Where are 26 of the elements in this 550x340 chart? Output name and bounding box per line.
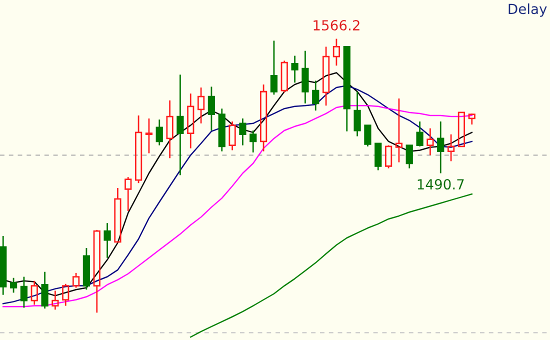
candlestick bbox=[395, 98, 403, 163]
candlestick bbox=[197, 86, 205, 124]
candlestick bbox=[156, 118, 163, 146]
annotation: 1490.7 bbox=[418, 179, 464, 190]
candlestick bbox=[166, 100, 174, 159]
candlestick bbox=[437, 120, 444, 174]
candlestick bbox=[354, 90, 361, 137]
candlestick bbox=[104, 222, 111, 259]
text: Delay bbox=[508, 3, 547, 17]
candlestick bbox=[312, 80, 320, 112]
candlestick bbox=[322, 46, 330, 106]
candlestick bbox=[187, 92, 194, 150]
candlestick bbox=[458, 112, 466, 148]
candlestick bbox=[447, 134, 455, 162]
candlestick bbox=[406, 144, 413, 170]
candlestick bbox=[343, 46, 350, 132]
candlestick bbox=[176, 74, 184, 176]
candlestick bbox=[145, 118, 153, 154]
candlestick bbox=[426, 128, 434, 156]
candlestick bbox=[208, 86, 216, 132]
candlestick bbox=[302, 50, 309, 104]
candlestick bbox=[0, 235, 7, 296]
annotation: 1566.2 bbox=[314, 20, 360, 31]
candlestick bbox=[218, 108, 226, 152]
candlestick bbox=[114, 187, 122, 243]
candlestick bbox=[291, 55, 298, 84]
